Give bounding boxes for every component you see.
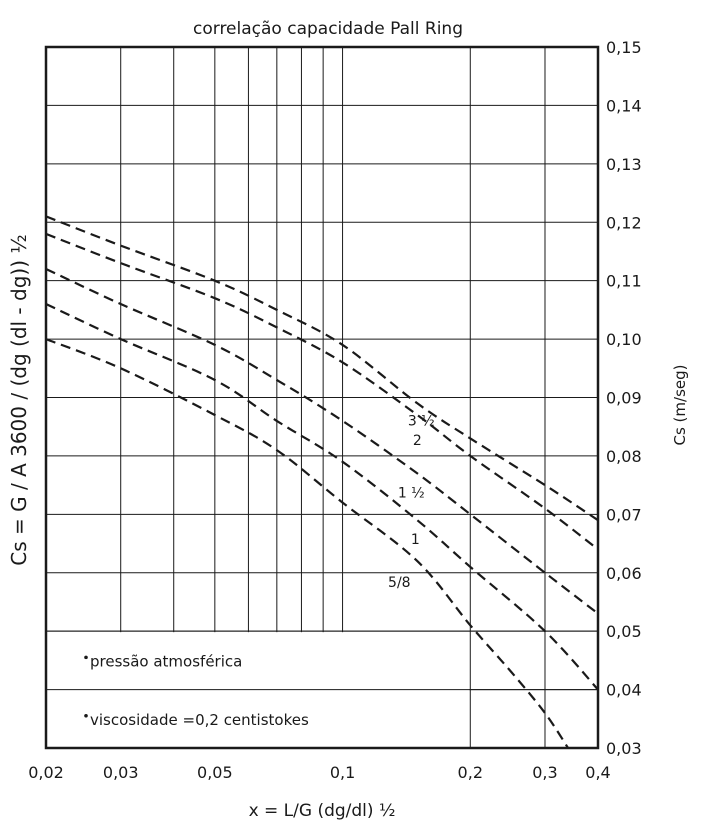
y-tick-label: 0,15 [606, 38, 642, 57]
y-tick-label: 0,08 [606, 447, 642, 466]
tick-label-layer: 0,02 0,03 0,05 0,1 0,2 0,3 0,4 0,03 0,04 0,05 0,06… [28, 38, 641, 782]
y-tick-label: 0,10 [606, 330, 642, 349]
y-tick-label: 0,14 [606, 96, 642, 115]
x-tick-label: 0,05 [197, 763, 233, 782]
x-tick-label: 0,03 [103, 763, 139, 782]
x-tick-label: 0,3 [532, 763, 557, 782]
y-tick-label: 0,09 [606, 389, 642, 408]
y-tick-label: 0,05 [606, 622, 642, 641]
y-axis-label-right: Cs (m/seg) [671, 365, 689, 446]
series-label: 3 ½ [408, 413, 435, 429]
grid-layer [45, 46, 599, 749]
bullet-icon [84, 713, 88, 718]
annotation-layer: pressão atmosférica viscosidade =0,2 cent… [84, 652, 309, 729]
series-label: 1 ½ [398, 485, 425, 501]
x-tick-label: 0,2 [458, 763, 483, 782]
plot-frame [44, 45, 600, 750]
x-axis-label: x = L/G (dg/dl) ½ [249, 801, 396, 821]
bullet-icon [84, 655, 88, 660]
y-tick-label: 0,03 [606, 739, 642, 758]
series-line [45, 215, 599, 522]
chart-title: correlação capacidade Pall Ring [193, 19, 463, 39]
series-label: 1 [411, 532, 420, 548]
series-label: 5/8 [388, 575, 411, 591]
series-layer: 3 ½ 2 1 ½ 1 5/8 [45, 215, 599, 749]
y-tick-label: 0,04 [606, 681, 642, 700]
series-line [45, 303, 599, 691]
x-tick-label: 0,4 [585, 763, 610, 782]
note-text: pressão atmosférica [90, 652, 242, 670]
series-line [45, 232, 599, 551]
y-tick-label: 0,07 [606, 505, 642, 524]
y-axis-label-left: Cs = G / A 3600 / (dg (dl - dg)) ½ [7, 234, 31, 565]
y-tick-label: 0,13 [606, 155, 642, 174]
y-tick-label: 0,06 [606, 564, 642, 583]
series-line [45, 268, 599, 615]
series-label: 2 [413, 433, 422, 449]
series-line [45, 338, 570, 749]
y-tick-label: 0,12 [606, 213, 642, 232]
x-tick-label: 0,1 [330, 763, 355, 782]
y-tick-label: 0,11 [606, 272, 642, 291]
x-tick-label: 0,02 [28, 763, 64, 782]
note-text: viscosidade =0,2 centistokes [90, 711, 309, 729]
